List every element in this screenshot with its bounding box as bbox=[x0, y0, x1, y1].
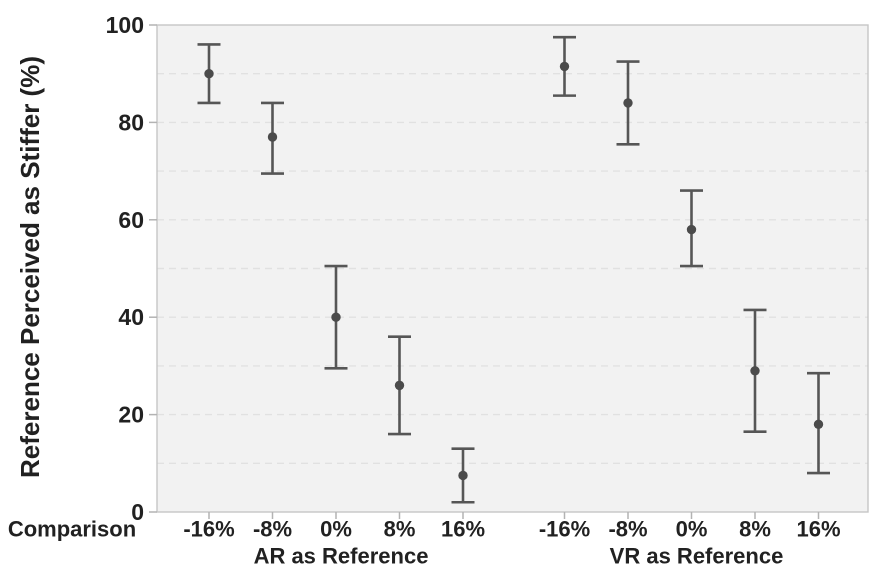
data-point bbox=[686, 224, 697, 235]
y-tick-label: 80 bbox=[118, 109, 144, 135]
data-point bbox=[204, 69, 214, 79]
x-tick-label: 16% bbox=[441, 517, 485, 542]
x-tick-label: 16% bbox=[796, 517, 840, 542]
error-bar bbox=[743, 308, 767, 433]
data-point bbox=[267, 132, 278, 142]
error-bar bbox=[388, 335, 411, 436]
data-point bbox=[623, 98, 633, 108]
error-bar bbox=[807, 371, 830, 475]
y-tick-label: 60 bbox=[118, 207, 144, 233]
x-tick-label: -16% bbox=[183, 517, 234, 542]
x-tick-label: 0% bbox=[676, 517, 708, 542]
x-tick-label: -8% bbox=[608, 517, 647, 542]
y-tick-label: 20 bbox=[118, 402, 144, 428]
error-bar bbox=[553, 35, 576, 97]
error-bar bbox=[451, 447, 475, 504]
y-tick-label: 40 bbox=[118, 304, 144, 330]
error-bar bbox=[197, 43, 221, 105]
error-bar bbox=[616, 60, 640, 146]
panel-border bbox=[156, 24, 869, 513]
group-label: VR as Reference bbox=[610, 544, 784, 567]
y-tick-label: 100 bbox=[106, 12, 144, 38]
y-tick-label: 0 bbox=[131, 499, 144, 525]
x-tick-label: 8% bbox=[739, 517, 771, 542]
error-bar bbox=[324, 264, 348, 370]
data-point bbox=[458, 470, 468, 481]
x-tick-label: 8% bbox=[384, 517, 416, 542]
data-point bbox=[813, 419, 824, 430]
group-label: AR as Reference bbox=[254, 544, 429, 567]
error-bar bbox=[261, 101, 284, 175]
data-point bbox=[331, 312, 341, 322]
x-tick-label: -8% bbox=[253, 517, 292, 542]
data-point bbox=[750, 366, 760, 376]
x-tick-label: 0% bbox=[320, 517, 352, 542]
x-tick-label: -16% bbox=[539, 517, 590, 542]
y-axis-title: Reference Perceived as Stiffer (%) bbox=[15, 56, 45, 478]
data-point bbox=[394, 380, 405, 391]
data-point bbox=[559, 61, 570, 72]
x-axis-prefix-label: Comparison bbox=[8, 517, 136, 542]
error-bar bbox=[680, 189, 703, 268]
